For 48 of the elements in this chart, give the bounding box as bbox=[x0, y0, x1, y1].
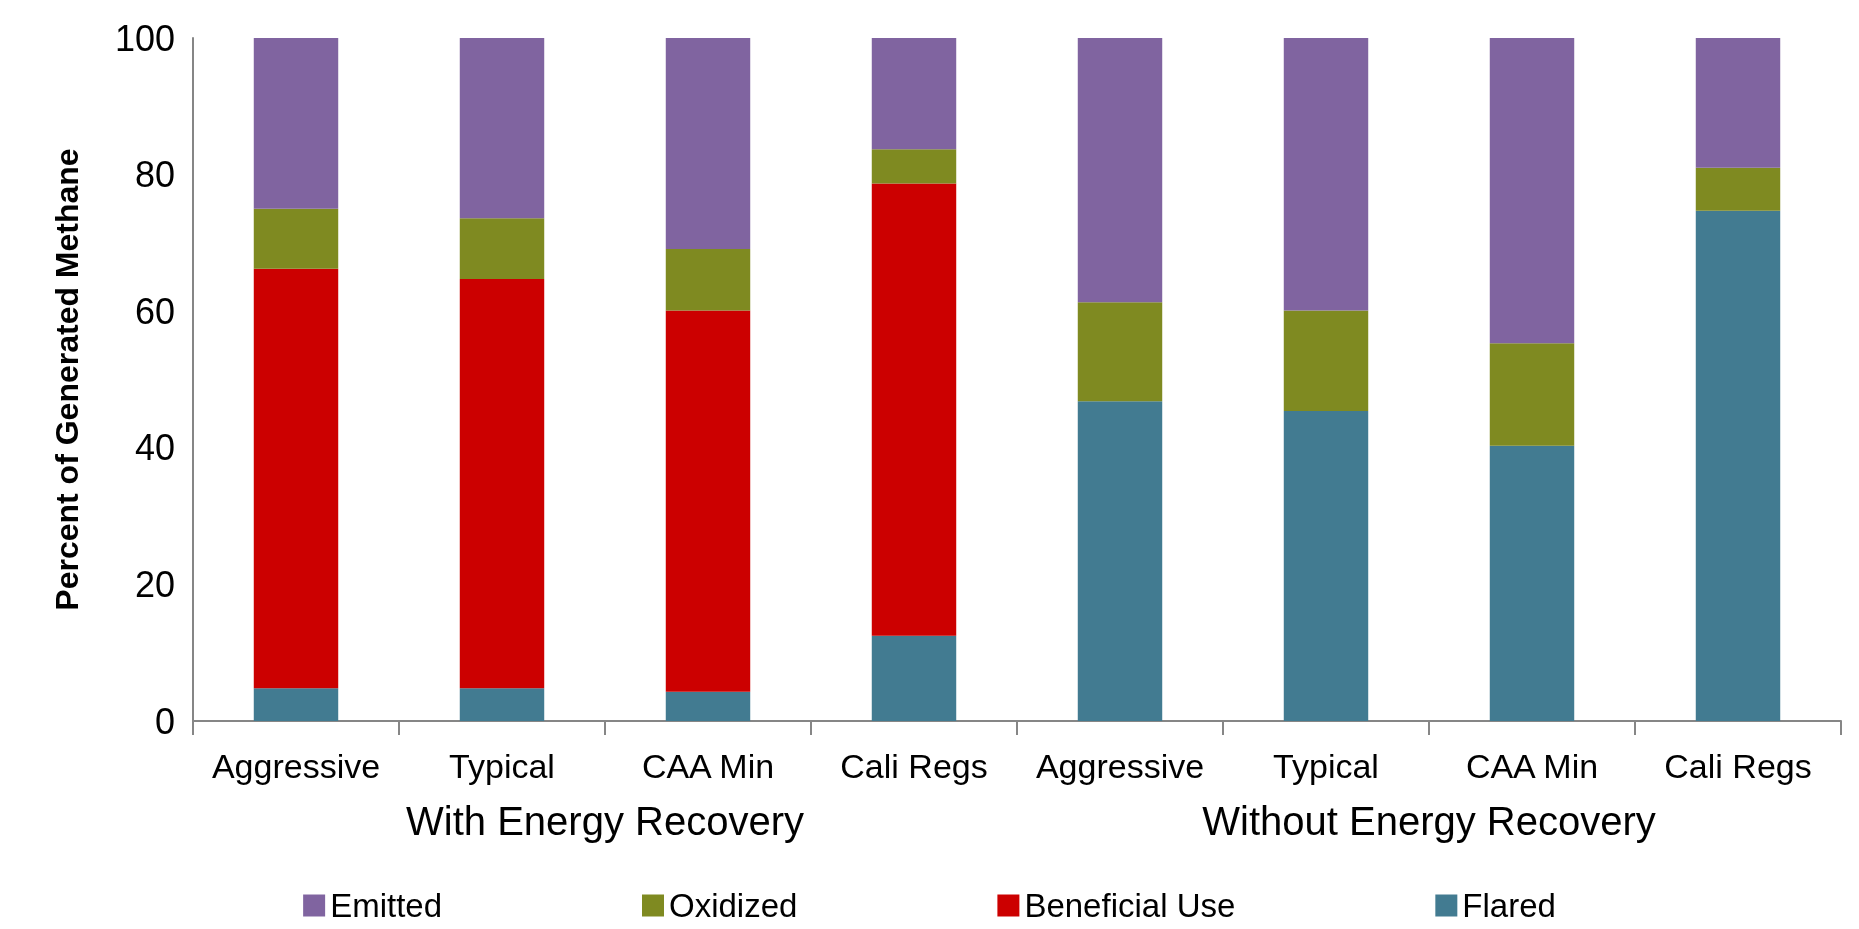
bar bbox=[459, 279, 545, 689]
y-tick-label: 80 bbox=[134, 154, 175, 196]
text: Without Energy Recovery bbox=[1202, 799, 1656, 843]
y-tick-label: 60 bbox=[134, 290, 175, 332]
x-tick-label: Aggressive bbox=[1035, 747, 1205, 785]
bar bbox=[1489, 343, 1575, 446]
y-tick-label: 100 bbox=[114, 17, 175, 59]
y-tick-label: 20 bbox=[134, 563, 175, 605]
legend-label: Beneficial Use bbox=[1024, 887, 1236, 924]
bar bbox=[871, 149, 957, 184]
bar bbox=[871, 635, 957, 721]
x-tick-label: Cali Regs bbox=[1664, 747, 1812, 785]
bar bbox=[253, 688, 339, 721]
x-tick-label: Typical bbox=[1273, 747, 1379, 785]
bar bbox=[665, 249, 751, 311]
legend-label: Emitted bbox=[330, 887, 442, 924]
bar bbox=[665, 310, 751, 692]
legend-label: Oxidized bbox=[669, 887, 798, 924]
y-tick-label: 0 bbox=[154, 700, 175, 742]
bar bbox=[1283, 410, 1369, 721]
bar bbox=[253, 268, 339, 689]
bar bbox=[1077, 401, 1163, 721]
text: With Energy Recovery bbox=[406, 799, 804, 843]
bar bbox=[1695, 210, 1781, 721]
y-axis-title: Percent of Generated Methane bbox=[49, 148, 85, 611]
bar bbox=[459, 688, 545, 721]
bar bbox=[665, 691, 751, 721]
bar bbox=[1283, 310, 1369, 411]
x-tick-label: Aggressive bbox=[211, 747, 381, 785]
bar bbox=[253, 208, 339, 269]
bar bbox=[1695, 38, 1781, 168]
x-tick-label: CAA Min bbox=[1465, 747, 1599, 785]
bar bbox=[1695, 167, 1781, 211]
bar bbox=[1077, 302, 1163, 402]
x-tick-label: Typical bbox=[449, 747, 555, 785]
y-tick-label: 40 bbox=[134, 427, 175, 469]
bar bbox=[1283, 38, 1369, 311]
bar bbox=[459, 38, 545, 219]
bar bbox=[871, 38, 957, 150]
bar bbox=[871, 183, 957, 636]
bar bbox=[253, 38, 339, 209]
x-tick-label: CAA Min bbox=[641, 747, 775, 785]
bar bbox=[459, 218, 545, 280]
x-tick-label: Cali Regs bbox=[840, 747, 988, 785]
legend-label: Flared bbox=[1462, 887, 1556, 924]
bar bbox=[1077, 38, 1163, 303]
bar bbox=[1489, 445, 1575, 721]
bar bbox=[665, 38, 751, 250]
